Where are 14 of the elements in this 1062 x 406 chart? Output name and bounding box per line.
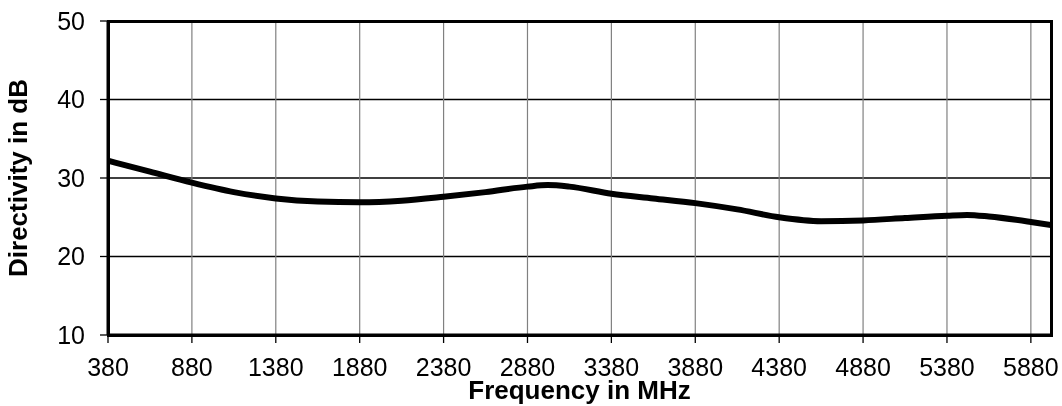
x-tick-label: 5380	[919, 352, 975, 381]
x-tick-label: 380	[87, 352, 129, 381]
y-tick-label: 50	[57, 6, 85, 35]
y-tick-label: 30	[57, 163, 85, 192]
x-tick-label: 1380	[247, 352, 304, 381]
x-tick-label: 4380	[751, 352, 807, 381]
x-tick-label: 5880	[1003, 352, 1059, 381]
y-tick-label: 20	[57, 242, 85, 271]
y-axis-title: Directivity in dB	[3, 79, 34, 277]
x-tick-label: 880	[171, 352, 213, 381]
x-tick-label: 4880	[835, 352, 891, 381]
y-tick-label: 10	[57, 320, 85, 349]
y-tick-label: 40	[57, 85, 85, 114]
x-tick-label: 1880	[331, 352, 388, 381]
